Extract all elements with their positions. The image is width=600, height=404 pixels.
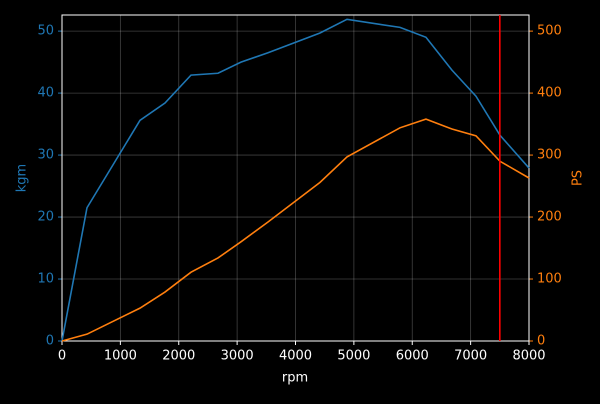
y2-tick-label: 300 — [537, 148, 562, 163]
y2-tick-label: 200 — [537, 210, 562, 225]
x-tick-label: 6000 — [396, 349, 429, 364]
x-tick-label: 3000 — [221, 349, 254, 364]
y2-axis-label: PS — [571, 170, 586, 186]
x-tick-label: 5000 — [337, 349, 370, 364]
data-line — [61, 18, 530, 342]
x-tick-label: 0 — [58, 349, 66, 364]
x-axis-label: rpm — [282, 371, 308, 386]
y2-tick-label: 500 — [537, 24, 562, 39]
x-tick-label: 8000 — [512, 349, 545, 364]
y-tick-label: 30 — [37, 148, 54, 163]
x-tick-label: 2000 — [162, 349, 195, 364]
y2-tick-label: 0 — [537, 334, 545, 349]
y2-tick-label: 400 — [537, 86, 562, 101]
y-tick-label: 50 — [37, 24, 54, 39]
y-tick-label: 10 — [37, 272, 54, 287]
data-line — [61, 118, 530, 342]
x-tick-label: 7000 — [454, 349, 487, 364]
y-tick-label: 40 — [37, 86, 54, 101]
y-tick-label: 20 — [37, 210, 54, 225]
x-tick-label: 1000 — [104, 349, 137, 364]
x-tick-label: 4000 — [279, 349, 312, 364]
y2-tick-label: 100 — [537, 272, 562, 287]
y-axis-label: kgm — [15, 164, 30, 192]
y-tick-label: 0 — [46, 334, 54, 349]
